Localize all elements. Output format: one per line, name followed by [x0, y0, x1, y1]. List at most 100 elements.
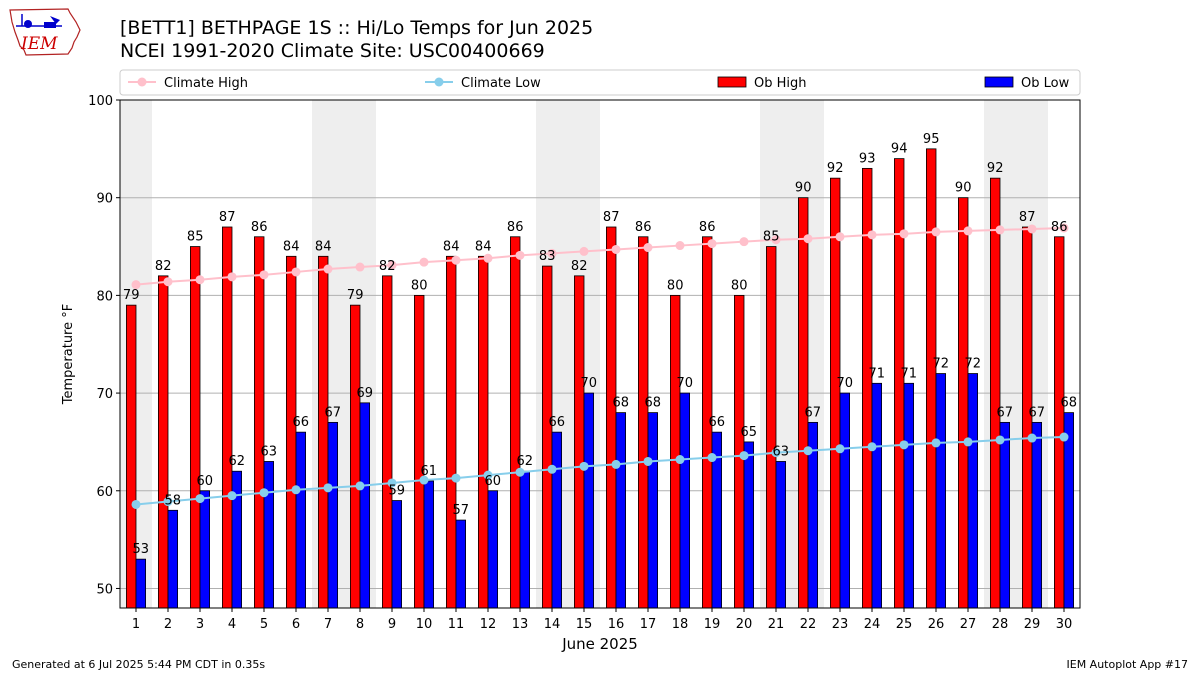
ob-high-bar-2 [157, 275, 169, 609]
ob-high-bar-30 [1054, 236, 1065, 609]
climate-low-point-30 [1059, 432, 1069, 442]
ob-high-bar-17 [638, 236, 649, 609]
ob-high-label-25: 94 [891, 142, 908, 157]
climate-low-point-27 [963, 437, 973, 447]
ob-high-bar-22 [798, 197, 809, 609]
ob-low-label-11: 57 [453, 503, 470, 518]
climate-high-point-20 [739, 237, 749, 247]
climate-low-point-16 [611, 459, 621, 469]
x-tick-label-14: 14 [544, 617, 561, 632]
climate-high-point-15 [579, 246, 589, 256]
climate-high-point-11 [451, 255, 461, 265]
x-tick-label-26: 26 [928, 617, 945, 632]
ob-high-bar-14 [542, 265, 553, 609]
climate-low-point-13 [515, 467, 525, 477]
plot-frame [119, 99, 1081, 609]
ob-low-label-1: 53 [133, 542, 150, 557]
ob-high-bar-28 [990, 177, 1001, 609]
ob-high-bar-26 [926, 148, 937, 609]
ob-high-label-15: 82 [571, 259, 588, 274]
ob-low-label-7: 67 [325, 405, 342, 420]
ob-high-label-27: 90 [955, 181, 972, 196]
generated-note: Generated at 6 Jul 2025 5:44 PM CDT in 0… [12, 658, 266, 671]
ob-high-bar-15 [574, 275, 585, 609]
ob-high-bar-5 [253, 236, 265, 609]
ob-high-bar-23 [830, 177, 841, 609]
climate-low-point-2 [163, 497, 173, 507]
ob-low-bar-28 [999, 421, 1011, 609]
ob-high-label-9: 82 [379, 259, 396, 274]
climate-high-point-12 [483, 253, 493, 263]
ob-low-label-14: 66 [549, 415, 566, 430]
ob-low-label-27: 72 [965, 357, 982, 372]
ob-low-label-22: 67 [805, 405, 822, 420]
ob-high-label-1: 79 [123, 288, 140, 303]
x-tick-label-16: 16 [608, 617, 625, 632]
ob-low-bar-30 [1063, 412, 1075, 609]
climate-low-point-24 [867, 442, 877, 452]
climate-low-point-6 [291, 485, 301, 495]
y-tick-label-90: 90 [96, 192, 113, 207]
ob-low-bar-1 [135, 558, 147, 609]
x-tick-label-30: 30 [1056, 617, 1073, 632]
climate-high-point-25 [899, 229, 909, 239]
climate-high-point-2 [163, 277, 173, 287]
ob-high-label-21: 85 [763, 230, 780, 245]
ob-low-label-5: 63 [261, 444, 278, 459]
ob-high-bar-12 [477, 255, 489, 609]
ob-high-label-6: 84 [283, 239, 300, 254]
climate-low-point-11 [451, 473, 461, 483]
ob-low-label-2: 58 [165, 493, 182, 508]
ob-low-label-16: 68 [613, 396, 630, 411]
ob-low-label-9: 59 [389, 484, 406, 499]
legend-ob-high-swatch [717, 76, 747, 88]
x-tick-label-3: 3 [196, 617, 204, 632]
x-tick-label-12: 12 [480, 617, 497, 632]
legend-ob-high-label: Ob High [754, 76, 807, 91]
climate-low-point-5 [259, 488, 269, 498]
ob-high-bar-16 [606, 226, 617, 609]
ob-high-label-30: 86 [1051, 220, 1068, 235]
iem-logo: IEM [6, 4, 82, 60]
climate-low-point-14 [547, 464, 557, 474]
ob-low-bar-17 [647, 412, 659, 609]
ob-low-bar-9 [391, 500, 403, 609]
x-tick-label-23: 23 [832, 617, 849, 632]
climate-low-point-22 [803, 446, 813, 456]
x-tick-label-15: 15 [576, 617, 593, 632]
climate-high-point-10 [419, 257, 429, 267]
ob-low-label-20: 65 [741, 425, 758, 440]
ob-low-bar-13 [519, 470, 531, 609]
legend-ob-low-label: Ob Low [1021, 76, 1070, 91]
climate-low-point-28 [995, 435, 1005, 445]
ob-high-bar-11 [445, 255, 457, 609]
climate-low-point-9 [387, 478, 397, 488]
x-tick-label-8: 8 [356, 617, 364, 632]
ob-high-bar-3 [189, 246, 201, 609]
ob-high-label-10: 80 [411, 278, 428, 293]
ob-high-label-11: 84 [443, 239, 460, 254]
ob-high-label-16: 87 [603, 210, 620, 225]
ob-low-bar-25 [903, 382, 915, 609]
ob-high-label-8: 79 [347, 288, 364, 303]
ob-low-bar-12 [487, 490, 499, 609]
ob-high-label-28: 92 [987, 161, 1004, 176]
bar-series [126, 148, 1075, 609]
ob-high-label-20: 80 [731, 278, 748, 293]
ob-high-label-7: 84 [315, 239, 332, 254]
climate-low-point-4 [227, 491, 237, 501]
ob-low-bar-11 [455, 519, 467, 609]
climate-high-point-7 [323, 264, 333, 274]
ob-high-label-2: 82 [155, 259, 172, 274]
legend: Climate High Climate Low Ob High Ob Low [119, 69, 1081, 96]
climate-high-line [135, 226, 1065, 286]
x-tick-label-28: 28 [992, 617, 1009, 632]
x-tick-label-24: 24 [864, 617, 881, 632]
x-tick-label-1: 1 [132, 617, 140, 632]
ob-low-bar-29 [1031, 421, 1043, 609]
climate-high-point-30 [1059, 223, 1069, 233]
ob-high-bar-10 [413, 294, 425, 609]
climate-high-point-16 [611, 244, 621, 254]
ob-high-label-4: 87 [219, 210, 236, 225]
chart-title: [BETT1] BETHPAGE 1S :: Hi/Lo Temps for J… [120, 17, 593, 63]
